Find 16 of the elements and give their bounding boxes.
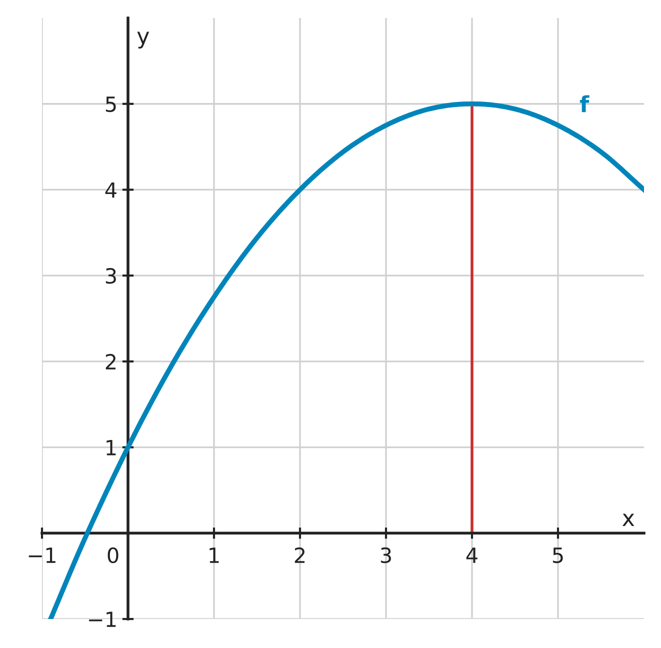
x-tick-label: 5 [552, 548, 563, 564]
x-tick-label: 4 [466, 548, 478, 563]
series-label: f [580, 95, 590, 112]
x-tick-label: −1 [28, 548, 56, 563]
x-tick-label: 0 [108, 547, 118, 564]
y-tick-label: 1 [106, 440, 116, 456]
y-tick-label: 5 [106, 96, 116, 112]
y-tick-label: 4 [105, 182, 116, 198]
y-tick-label: 3 [106, 268, 116, 284]
y-tick-label: −1 [89, 612, 116, 627]
x-tick-label: 3 [380, 547, 391, 564]
y-tick-label: 2 [106, 354, 116, 370]
x-tick-label: 2 [294, 547, 305, 563]
y-axis-title: y [137, 32, 150, 49]
x-axis-title: x [622, 514, 634, 526]
x-tick-label: 1 [210, 548, 219, 563]
